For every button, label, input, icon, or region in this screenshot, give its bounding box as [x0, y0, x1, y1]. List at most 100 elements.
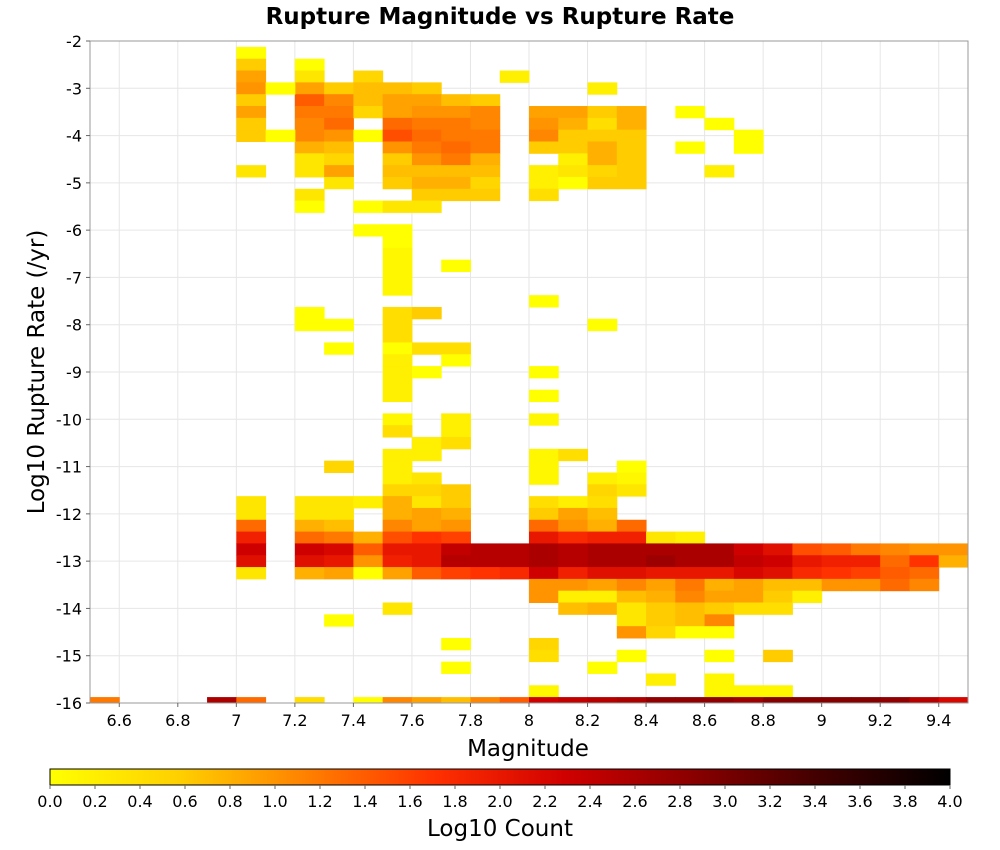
heatmap-cell	[704, 590, 735, 604]
heatmap-cell	[294, 200, 325, 213]
y-tick-label: -16	[56, 694, 82, 713]
heatmap-cell	[558, 567, 589, 580]
heatmap-cell	[441, 106, 471, 119]
heatmap-cell	[529, 460, 559, 473]
y-tick-label: -7	[66, 268, 82, 287]
heatmap-cell	[382, 82, 413, 95]
heatmap-cell	[411, 94, 442, 107]
heatmap-cell	[470, 94, 501, 107]
heatmap-cell	[294, 94, 325, 107]
colorbar	[49, 768, 951, 786]
heatmap-cell	[821, 543, 852, 556]
heatmap-cell	[646, 531, 676, 544]
heatmap-cell	[382, 555, 413, 568]
heatmap-cell	[382, 697, 413, 704]
heatmap-cell	[529, 366, 559, 379]
heatmap-cell	[792, 567, 823, 580]
heatmap-cell	[382, 224, 413, 237]
heatmap-cell	[411, 200, 442, 213]
heatmap-cell	[382, 342, 413, 355]
x-tick-label: 8	[524, 711, 534, 730]
heatmap-cell	[441, 153, 471, 166]
colorbar-tick-label: 3.4	[802, 792, 827, 811]
heatmap-cell	[646, 578, 676, 592]
heatmap-cell	[411, 188, 442, 202]
heatmap-cell	[382, 129, 413, 142]
heatmap-cell	[704, 649, 735, 663]
heatmap-cell	[236, 519, 267, 533]
heatmap-cell	[763, 578, 793, 592]
heatmap-cell	[529, 531, 559, 544]
heatmap-cell	[324, 519, 354, 533]
heatmap-cell	[763, 543, 793, 556]
heatmap-cell	[441, 188, 471, 202]
x-tick-label: 8.4	[633, 711, 658, 730]
heatmap-cell	[704, 578, 735, 592]
y-tick-label: -11	[56, 458, 82, 477]
heatmap-cell	[470, 555, 501, 568]
heatmap-cell	[382, 543, 413, 556]
heatmap-cell	[294, 165, 325, 178]
colorbar-tick-label: 0.8	[217, 792, 242, 811]
heatmap-cell	[441, 117, 471, 131]
heatmap-cell	[616, 567, 647, 580]
heatmap-cell	[441, 697, 471, 704]
heatmap-cell	[294, 697, 325, 704]
heatmap-cell	[382, 153, 413, 166]
heatmap-cell	[616, 626, 647, 639]
heatmap-cell	[616, 117, 647, 131]
heatmap-cell	[236, 117, 267, 131]
colorbar-tick-label: 3.2	[757, 792, 782, 811]
heatmap-cell	[558, 165, 589, 178]
x-axis-label: Magnitude	[467, 736, 589, 762]
heatmap-cell	[704, 614, 735, 627]
heatmap-cell	[646, 697, 676, 704]
heatmap-cell	[792, 543, 823, 556]
heatmap-cell	[616, 460, 647, 473]
heatmap-cell	[529, 472, 559, 485]
heatmap-cell	[733, 129, 764, 142]
x-tick-label: 8.2	[575, 711, 600, 730]
heatmap-cell	[675, 543, 706, 556]
heatmap-cell	[529, 543, 559, 556]
heatmap-cell	[733, 555, 764, 568]
heatmap-cell	[587, 176, 618, 190]
heatmap-cell	[294, 306, 325, 320]
heatmap-cell	[675, 578, 706, 592]
heatmap-cell	[529, 413, 559, 426]
heatmap-cell	[382, 472, 413, 485]
heatmap-cell	[529, 590, 559, 604]
y-tick-label: -10	[56, 410, 82, 429]
heatmap-cell	[382, 318, 413, 332]
heatmap-cell	[324, 555, 354, 568]
heatmap-cell	[382, 247, 413, 261]
heatmap-cell	[236, 496, 267, 509]
heatmap-cell	[324, 318, 354, 332]
heatmap-cell	[411, 306, 442, 320]
heatmap-cell	[529, 106, 559, 119]
heatmap-cell	[294, 318, 325, 332]
y-tick-label: -5	[66, 174, 82, 193]
heatmap-cell	[529, 685, 559, 698]
heatmap-cell	[587, 543, 618, 556]
heatmap-cell	[441, 543, 471, 556]
heatmap-cell	[411, 437, 442, 450]
heatmap-cell	[207, 697, 237, 704]
heatmap-cell	[470, 153, 501, 166]
colorbar-tick-label: 0.4	[127, 792, 152, 811]
heatmap-cell	[411, 366, 442, 379]
heatmap-cell	[441, 342, 471, 355]
heatmap-cell	[675, 590, 706, 604]
heatmap-cell	[587, 531, 618, 544]
heatmap-cell	[529, 129, 559, 142]
heatmap-cell	[353, 106, 384, 119]
heatmap-cell	[587, 578, 618, 592]
heatmap-cell	[587, 141, 618, 154]
heatmap-cell	[909, 567, 940, 580]
y-tick-label: -4	[66, 127, 82, 146]
heatmap-cell	[470, 129, 501, 142]
y-tick-label: -2	[66, 32, 82, 51]
heatmap-cell	[441, 141, 471, 154]
heatmap-cell	[704, 117, 735, 131]
heatmap-cell	[236, 531, 267, 544]
